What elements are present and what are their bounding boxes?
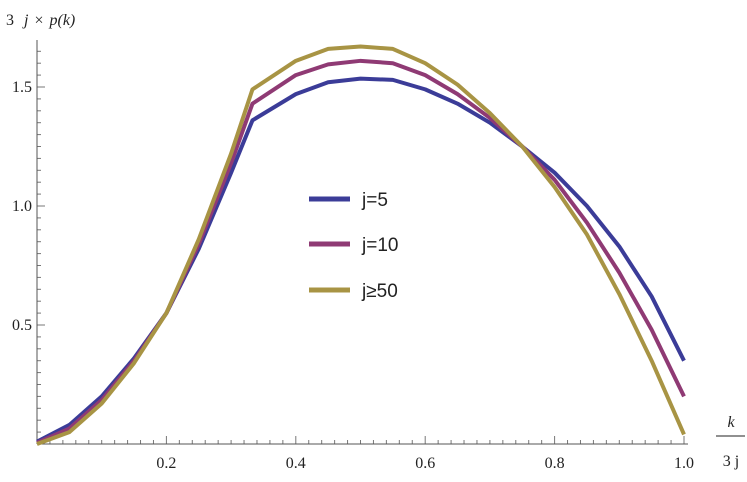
x-tick-label: 0.6 [415, 455, 435, 472]
x-tick-label: 1.0 [674, 455, 694, 472]
y-tick-label: 0.5 [12, 317, 32, 334]
legend-label-2: j=10 [361, 235, 398, 256]
series-line-3 [36, 44, 686, 446]
series-group [36, 44, 686, 446]
ticks-group: 0.2 0.4 0.6 0.8 1.0 0.5 1.0 1.5 [12, 50, 694, 472]
x-axis-label-denominator: 3 j [723, 453, 739, 470]
x-axis-label-numerator: k [727, 414, 735, 431]
series-line-1 [36, 76, 686, 444]
y-tick-label: 1.0 [12, 198, 32, 215]
legend-label-1: j=5 [361, 190, 388, 211]
x-tick-label: 0.2 [156, 455, 176, 472]
y-tick-label: 1.5 [12, 79, 32, 96]
x-tick-label: 0.4 [286, 455, 306, 472]
series-line-2 [36, 58, 686, 445]
y-axis-label: 3 j × p(k) [6, 12, 75, 29]
legend: j=5 j=10 j≥50 [309, 190, 398, 302]
legend-label-3: j≥50 [361, 281, 398, 302]
x-tick-label: 0.8 [545, 455, 565, 472]
